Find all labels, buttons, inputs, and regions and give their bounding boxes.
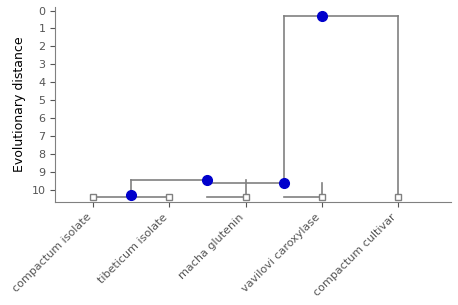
Y-axis label: Evolutionary distance: Evolutionary distance — [13, 37, 26, 172]
